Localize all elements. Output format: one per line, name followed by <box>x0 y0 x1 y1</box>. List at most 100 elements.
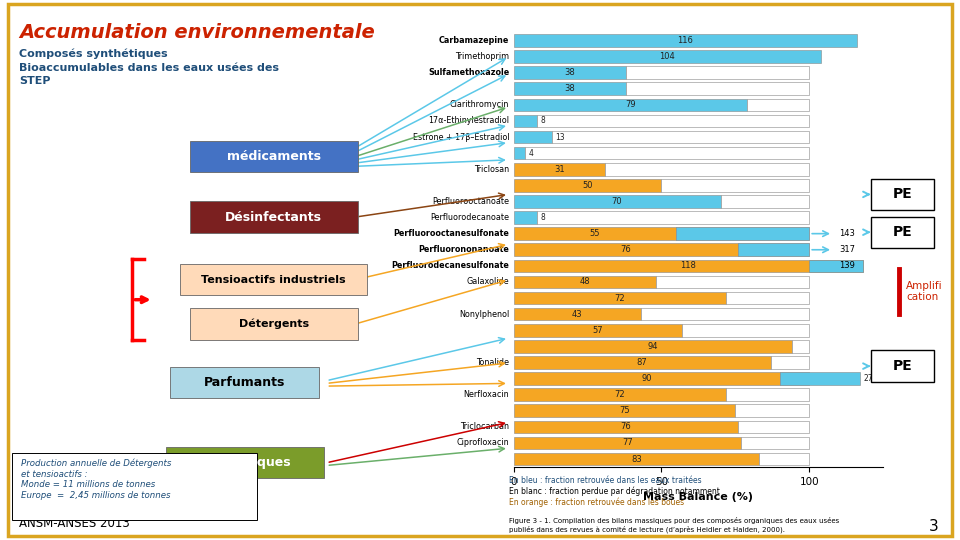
Text: Trimethoprim: Trimethoprim <box>455 52 509 61</box>
Bar <box>514 388 727 401</box>
Bar <box>721 195 809 208</box>
Text: 17α-Ethinylestradiol: 17α-Ethinylestradiol <box>428 117 509 125</box>
Bar <box>514 260 862 272</box>
Text: PE: PE <box>893 187 912 201</box>
Bar <box>525 147 809 159</box>
Text: 118: 118 <box>680 261 696 271</box>
Text: Désinfectants: Désinfectants <box>225 211 323 224</box>
Bar <box>514 324 683 336</box>
Bar <box>605 163 809 176</box>
Bar <box>514 453 759 465</box>
Bar <box>514 179 661 192</box>
Bar <box>514 404 735 417</box>
Text: 76: 76 <box>620 422 632 431</box>
Text: Tensioactifs industriels: Tensioactifs industriels <box>202 275 346 285</box>
Text: Triclocarban: Triclocarban <box>460 422 509 431</box>
Text: Parfumants: Parfumants <box>204 376 285 389</box>
Text: Perfluorooctanesulfonate: Perfluorooctanesulfonate <box>394 229 509 238</box>
Bar <box>514 421 738 433</box>
Text: 31: 31 <box>554 165 564 174</box>
Text: 317: 317 <box>839 245 854 254</box>
FancyBboxPatch shape <box>871 350 934 382</box>
Bar <box>640 308 809 320</box>
Text: Galaxolide: Galaxolide <box>467 278 509 286</box>
Text: 104: 104 <box>660 52 675 61</box>
FancyBboxPatch shape <box>871 217 934 248</box>
Bar <box>514 195 721 208</box>
Bar <box>656 276 809 288</box>
Text: En blanc : fraction perdue par dégradation notamment: En blanc : fraction perdue par dégradati… <box>509 487 720 496</box>
Text: 8: 8 <box>540 213 545 222</box>
Text: Perfluorononanoate: Perfluorononanoate <box>419 245 509 254</box>
Bar <box>727 388 809 401</box>
Bar <box>738 421 809 433</box>
Text: 13: 13 <box>555 132 564 141</box>
Bar <box>538 114 809 127</box>
Bar <box>676 227 809 240</box>
Text: 8: 8 <box>540 117 545 125</box>
Bar <box>514 131 552 143</box>
Bar <box>809 260 862 272</box>
Bar <box>514 308 640 320</box>
Bar <box>514 276 656 288</box>
Text: Ciprofloxacin: Ciprofloxacin <box>457 438 509 448</box>
Bar <box>683 324 809 336</box>
Text: Détergents: Détergents <box>238 319 309 329</box>
Bar <box>514 99 747 111</box>
Text: Nonylphenol: Nonylphenol <box>459 309 509 319</box>
Text: PE: PE <box>893 359 912 373</box>
Text: Tonalide: Tonalide <box>476 358 509 367</box>
Text: En bleu : fraction retrouvée dans les eaux traitées: En bleu : fraction retrouvée dans les ea… <box>509 476 702 485</box>
Bar <box>514 356 771 369</box>
Text: Nerfloxacin: Nerfloxacin <box>464 390 509 399</box>
Bar <box>626 83 809 95</box>
Text: Clarithromycin: Clarithromycin <box>450 100 509 109</box>
Bar <box>514 66 626 79</box>
Bar <box>676 227 809 240</box>
Bar <box>780 372 859 385</box>
FancyBboxPatch shape <box>189 201 357 233</box>
Text: Antibiotiques: Antibiotiques <box>198 456 292 469</box>
Text: 38: 38 <box>564 84 575 93</box>
Bar <box>514 50 821 63</box>
Bar <box>514 147 525 159</box>
Text: PE: PE <box>893 225 912 239</box>
Text: 79: 79 <box>625 100 636 109</box>
Bar <box>792 340 809 353</box>
Text: Amplifi
cation: Amplifi cation <box>906 281 943 302</box>
FancyBboxPatch shape <box>871 179 934 210</box>
Bar <box>514 437 741 449</box>
Text: Bioaccumulables dans les eaux usées des: Bioaccumulables dans les eaux usées des <box>19 63 279 73</box>
Text: Perfluorooctanoate: Perfluorooctanoate <box>432 197 509 206</box>
Text: 4: 4 <box>528 148 533 158</box>
Bar <box>514 227 676 240</box>
FancyBboxPatch shape <box>180 264 367 295</box>
Bar <box>514 340 792 353</box>
Text: Production annuelle de Détergents
et tensioactifs :
Monde = 11 millions de tonne: Production annuelle de Détergents et ten… <box>21 459 172 500</box>
Text: 83: 83 <box>631 455 641 463</box>
Text: Perfluorodecanoate: Perfluorodecanoate <box>430 213 509 222</box>
Text: 116: 116 <box>677 36 693 45</box>
Bar <box>514 83 626 95</box>
FancyBboxPatch shape <box>189 141 357 172</box>
Bar <box>735 404 809 417</box>
Text: Estrone + 17β–Estradiol: Estrone + 17β–Estradiol <box>413 132 509 141</box>
Text: 72: 72 <box>614 294 625 302</box>
Text: En orange : fraction retrouvée dans les boues: En orange : fraction retrouvée dans les … <box>509 497 684 507</box>
Text: 94: 94 <box>647 342 658 351</box>
Text: Sulfamethoxazole: Sulfamethoxazole <box>428 68 509 77</box>
Text: 38: 38 <box>564 68 575 77</box>
Text: 55: 55 <box>589 229 600 238</box>
Bar <box>741 437 809 449</box>
Text: 50: 50 <box>583 181 592 190</box>
Bar <box>514 163 605 176</box>
Bar <box>514 244 738 256</box>
Bar <box>552 131 809 143</box>
Text: ANSM-ANSES 2013: ANSM-ANSES 2013 <box>19 517 130 530</box>
FancyBboxPatch shape <box>189 308 357 340</box>
Bar <box>514 292 727 305</box>
Text: médicaments: médicaments <box>227 150 321 163</box>
Bar <box>626 66 809 79</box>
Text: STEP: STEP <box>19 76 51 86</box>
Text: Triclosan: Triclosan <box>474 165 509 174</box>
